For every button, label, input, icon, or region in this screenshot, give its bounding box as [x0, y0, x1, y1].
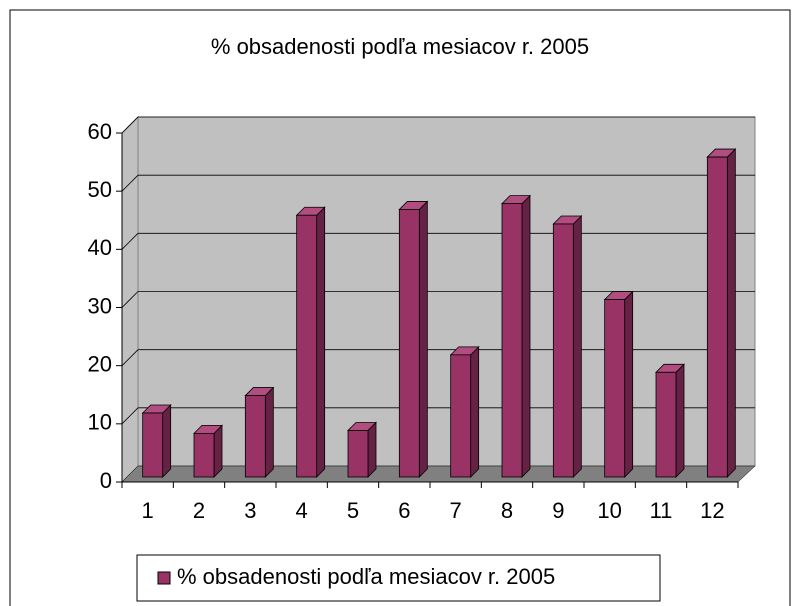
y-tick-label: 50	[88, 177, 112, 202]
x-tick-label: 3	[244, 498, 256, 523]
legend	[136, 554, 661, 602]
grid-line	[121, 174, 139, 192]
x-tick-label: 8	[501, 498, 513, 523]
x-tick-label: 1	[142, 498, 154, 523]
bar	[655, 371, 677, 478]
grid-line	[121, 116, 139, 134]
bar	[706, 156, 728, 478]
y-tick-label: 10	[88, 410, 112, 435]
grid-line	[121, 233, 139, 250]
bar-side	[418, 200, 428, 478]
x-tick-label: 5	[347, 498, 359, 523]
bar	[347, 430, 369, 478]
bar	[296, 214, 318, 478]
bar	[501, 203, 523, 478]
y-tick-label: 30	[88, 293, 112, 318]
x-tick-label: 6	[398, 498, 410, 523]
y-tick-label: 40	[88, 235, 112, 260]
chart-title: % obsadenosti podľa mesiacov r. 2005	[211, 34, 589, 59]
x-tick-label: 2	[193, 498, 205, 523]
grid-line	[121, 291, 139, 308]
bar-side	[316, 206, 326, 478]
bar-side	[624, 290, 634, 478]
x-tick-label: 11	[650, 498, 673, 523]
x-tick-label: 7	[450, 498, 462, 523]
x-tick-label: 10	[597, 498, 621, 523]
legend-marker	[157, 571, 171, 585]
legend-label: % obsadenosti podľa mesiacov r. 2005	[177, 564, 555, 589]
bar-side	[675, 363, 685, 478]
bar-side	[572, 215, 582, 478]
y-tick-label: 20	[88, 351, 112, 376]
bar	[604, 299, 626, 478]
grid-line	[121, 349, 139, 366]
y-tick-label: 60	[88, 119, 112, 144]
bar	[142, 412, 164, 478]
bar-side	[367, 421, 377, 478]
x-tick-label: 12	[700, 498, 724, 523]
x-tick-label: 9	[552, 498, 564, 523]
bar-side	[162, 404, 172, 478]
grid-line	[121, 407, 139, 425]
bar-side	[726, 148, 736, 478]
x-tick-label: 4	[296, 498, 308, 523]
bar-side	[521, 194, 531, 478]
bar	[193, 432, 215, 478]
bar-side	[264, 386, 274, 478]
y-tick-label: 0	[100, 468, 112, 493]
bar-side	[213, 424, 223, 478]
bar	[398, 209, 420, 478]
bar	[244, 395, 266, 478]
bar	[552, 223, 574, 478]
bar-side	[470, 345, 480, 478]
bar	[450, 354, 472, 478]
